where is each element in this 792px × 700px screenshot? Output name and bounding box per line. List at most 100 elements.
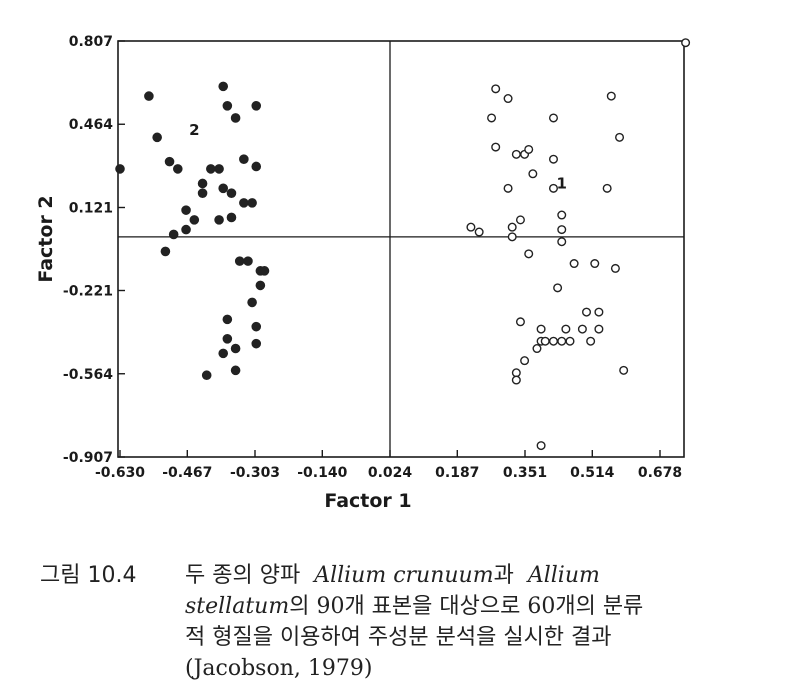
- open-data-point: [557, 225, 567, 235]
- open-data-point: [619, 365, 629, 375]
- open-data-point: [524, 249, 534, 259]
- reference-lines: [118, 41, 684, 457]
- figure-label: 그림 10.4: [40, 563, 137, 588]
- open-data-point: [594, 307, 604, 317]
- x-tick-label: -0.140: [297, 465, 347, 481]
- open-data-point: [610, 263, 620, 273]
- open-data-point: [577, 324, 587, 334]
- filled-data-point: [247, 297, 257, 308]
- open-data-point: [520, 356, 530, 366]
- filled-data-point: [251, 321, 262, 332]
- caption-text-2: 의 90개 표본을 대상으로 60개의 분류: [289, 594, 644, 619]
- filled-data-point: [230, 113, 241, 123]
- caption-line-2: stellatum의 90개 표본을 대상으로 60개의 분류: [40, 591, 770, 622]
- y-axis-ticks: 0.807 0.464 0.121 -0.221 -0.564 -0.907: [63, 34, 125, 466]
- x-tick-label: -0.303: [230, 465, 280, 481]
- open-data-point: [548, 113, 558, 123]
- filled-data-point: [222, 314, 233, 325]
- figure-caption: 그림 10.4 두 종의 양파 Allium crunuum과 Allium st…: [40, 560, 770, 684]
- x-axis-ticks: -0.630 -0.467 -0.303 -0.140 0.024 0.187 0.351 0…: [95, 450, 682, 481]
- y-tick-label: -0.907: [63, 450, 113, 466]
- open-data-point: [582, 307, 592, 317]
- open-data-point: [503, 183, 513, 193]
- open-data-point: [606, 91, 616, 101]
- open-data-point: [565, 336, 575, 346]
- open-data-point: [528, 169, 538, 179]
- filled-data-point: [234, 256, 245, 266]
- caption-line-4: (Jacobson, 1979): [40, 653, 770, 684]
- group-annotations: 21: [189, 121, 567, 192]
- open-data-point: [540, 336, 550, 346]
- x-tick-label: 0.514: [570, 465, 615, 481]
- filled-data-point: [201, 370, 212, 381]
- open-data-point: [503, 94, 513, 104]
- filled-data-point: [197, 188, 208, 198]
- filled-data-point: [259, 266, 270, 276]
- filled-data-point: [218, 81, 229, 92]
- open-data-point: [557, 237, 567, 247]
- filled-data-point: [222, 101, 233, 111]
- y-tick-label: 0.121: [69, 200, 113, 216]
- caption-line-1: 그림 10.4 두 종의 양파 Allium crunuum과 Allium: [40, 560, 770, 591]
- open-data-point: [511, 375, 521, 385]
- x-tick-label: 0.678: [638, 465, 682, 481]
- filled-data-point: [214, 215, 224, 225]
- open-data-point: [602, 183, 612, 193]
- open-data-point: [507, 222, 517, 232]
- caption-text-1: 두 종의 양파: [185, 563, 301, 588]
- open-data-point: [557, 336, 567, 346]
- open-data-point: [586, 336, 596, 346]
- filled-data-point: [226, 212, 237, 223]
- data-points: [115, 38, 691, 451]
- open-data-point: [474, 227, 484, 237]
- y-axis-title: Factor 2: [35, 195, 57, 282]
- y-tick-label: -0.221: [63, 284, 113, 300]
- y-tick-label: 0.807: [69, 34, 113, 50]
- filled-data-point: [251, 338, 262, 349]
- y-tick-label: 0.464: [69, 117, 114, 133]
- x-tick-label: 0.187: [435, 465, 479, 481]
- filled-data-point: [239, 198, 249, 208]
- filled-data-point: [243, 256, 253, 266]
- open-data-point: [487, 113, 497, 123]
- filled-data-point: [251, 161, 262, 172]
- x-tick-label: -0.630: [95, 465, 145, 481]
- plot-frame: [117, 40, 685, 458]
- x-tick-label: 0.351: [503, 465, 547, 481]
- caption-text-3: 적 형질을 이용하여 주성분 분석을 실시한 결과: [185, 625, 612, 650]
- filled-data-point: [168, 229, 179, 240]
- open-data-point: [569, 259, 579, 269]
- x-axis-title: Factor 1: [324, 490, 411, 512]
- open-data-point: [524, 144, 534, 154]
- open-data-point: [466, 222, 476, 232]
- filled-data-point: [181, 205, 191, 215]
- y-tick-label: -0.564: [63, 367, 113, 383]
- open-data-point: [507, 232, 517, 242]
- open-data-point: [511, 149, 521, 159]
- filled-data-point: [222, 334, 233, 344]
- caption-line-3: 적 형질을 이용하여 주성분 분석을 실시한 결과: [40, 622, 770, 653]
- open-data-point: [515, 317, 525, 327]
- open-data-point: [548, 183, 558, 193]
- group-label: 2: [189, 121, 199, 139]
- open-data-point: [561, 324, 571, 334]
- open-data-point: [557, 210, 567, 220]
- filled-data-point: [226, 188, 237, 198]
- filled-data-point: [206, 164, 216, 174]
- filled-data-point: [181, 224, 191, 235]
- filled-data-point: [251, 101, 262, 111]
- filled-data-point: [197, 178, 208, 189]
- x-tick-label: -0.467: [162, 465, 212, 481]
- filled-data-point: [218, 348, 229, 359]
- scatter-chart: -0.630 -0.467 -0.303 -0.140 0.024 0.187 0.351 0…: [35, 34, 691, 512]
- filled-data-point: [152, 132, 162, 143]
- filled-data-point: [230, 365, 241, 376]
- filled-data-point: [189, 215, 200, 225]
- filled-data-point: [144, 91, 154, 101]
- open-data-point: [536, 441, 546, 451]
- filled-data-point: [230, 343, 241, 354]
- open-data-point: [532, 344, 542, 354]
- species-name-2a: Allium: [527, 563, 600, 588]
- caption-conj: 과: [493, 563, 514, 588]
- filled-data-point: [255, 280, 266, 291]
